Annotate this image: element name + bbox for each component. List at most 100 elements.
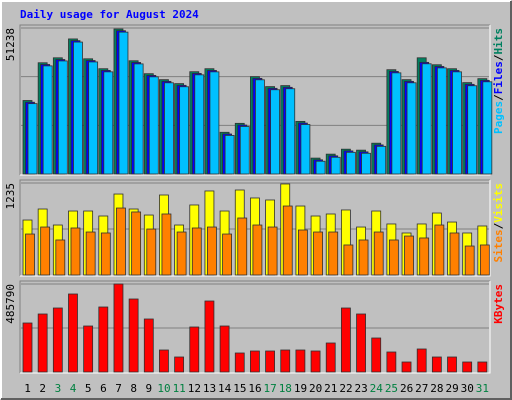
bar	[209, 71, 220, 175]
legend: Sites/Visits	[492, 183, 505, 263]
x-tick-label: 12	[188, 382, 201, 395]
bar	[85, 231, 96, 276]
bar	[340, 307, 351, 373]
x-tick-label: 14	[218, 382, 232, 395]
x-tick-label: 24	[370, 382, 384, 395]
bar	[401, 361, 412, 373]
bar	[356, 313, 366, 373]
x-tick-label: 2	[39, 382, 46, 395]
bar	[434, 224, 445, 276]
bar	[373, 231, 384, 276]
panel-border	[19, 179, 490, 276]
bar	[345, 151, 356, 175]
x-tick-label: 22	[339, 382, 352, 395]
legend-entry: Files	[492, 61, 505, 94]
bar	[161, 213, 172, 276]
x-tick-label: 10	[157, 382, 170, 395]
legend-entry: KBytes	[492, 284, 505, 324]
chart-title: Daily usage for August 2024	[20, 8, 199, 21]
bar	[131, 211, 142, 276]
bar	[27, 103, 38, 175]
bar	[113, 283, 124, 373]
bar	[285, 88, 296, 175]
bar	[270, 89, 280, 175]
bar	[55, 239, 66, 276]
legend-entry: Pages	[492, 101, 505, 134]
bar	[68, 293, 78, 373]
bar	[146, 228, 157, 276]
x-tick-label: 21	[324, 382, 337, 395]
x-tick-label: 13	[203, 382, 216, 395]
x-tick-label: 28	[430, 382, 443, 395]
bar	[83, 325, 94, 373]
bar	[265, 350, 275, 373]
y-tick-label: 485790	[4, 284, 17, 324]
bar	[100, 232, 111, 276]
bar	[467, 85, 478, 175]
bar	[255, 79, 265, 175]
legend-separator: /	[492, 54, 505, 61]
x-tick-label: 25	[385, 382, 398, 395]
bar	[73, 41, 83, 175]
bar	[479, 244, 490, 276]
bar	[176, 231, 187, 276]
bar	[148, 76, 159, 175]
bar	[298, 229, 308, 276]
bar	[462, 361, 473, 373]
x-tick-label: 18	[279, 382, 292, 395]
panel-border	[19, 24, 490, 175]
bar	[159, 349, 169, 373]
bar	[300, 124, 311, 175]
bar	[22, 322, 33, 373]
legend-separator: /	[492, 94, 505, 101]
bar	[103, 71, 114, 175]
panel-border	[19, 280, 490, 373]
bar	[239, 126, 250, 175]
bar	[57, 60, 68, 175]
bar	[219, 325, 230, 373]
bar	[343, 244, 354, 276]
bar	[361, 152, 371, 175]
x-tick-label: 23	[355, 382, 368, 395]
bar	[118, 31, 129, 175]
bar	[416, 348, 427, 373]
bar	[452, 71, 462, 175]
bar	[116, 207, 126, 276]
x-tick-label: 15	[233, 382, 246, 395]
bar	[88, 61, 99, 175]
bar	[234, 352, 245, 373]
bar	[52, 307, 63, 373]
bar	[37, 313, 48, 373]
bar	[391, 72, 402, 175]
bar	[421, 63, 432, 175]
bar	[207, 226, 217, 276]
legend: Pages/Files/Hits	[492, 28, 505, 134]
bar	[477, 361, 488, 373]
bar	[267, 226, 278, 276]
panel-border	[20, 180, 491, 277]
x-tick-label: 11	[173, 382, 186, 395]
bar	[222, 233, 232, 276]
bar	[328, 231, 339, 276]
x-tick-label: 16	[248, 382, 261, 395]
bar	[224, 135, 235, 175]
bar	[358, 239, 369, 276]
panel-border	[20, 281, 491, 374]
legend-separator: /	[492, 222, 505, 229]
bar	[191, 227, 202, 276]
bar	[133, 63, 144, 175]
bar	[371, 337, 382, 373]
panel-border	[20, 25, 491, 176]
x-tick-label: 17	[264, 382, 277, 395]
bar	[70, 227, 81, 276]
x-tick-label: 26	[400, 382, 413, 395]
bar	[386, 351, 397, 373]
bar	[189, 326, 200, 373]
bar	[388, 239, 399, 276]
bar	[128, 298, 139, 373]
bar	[419, 237, 430, 276]
bar	[282, 205, 293, 276]
bar	[447, 356, 457, 373]
